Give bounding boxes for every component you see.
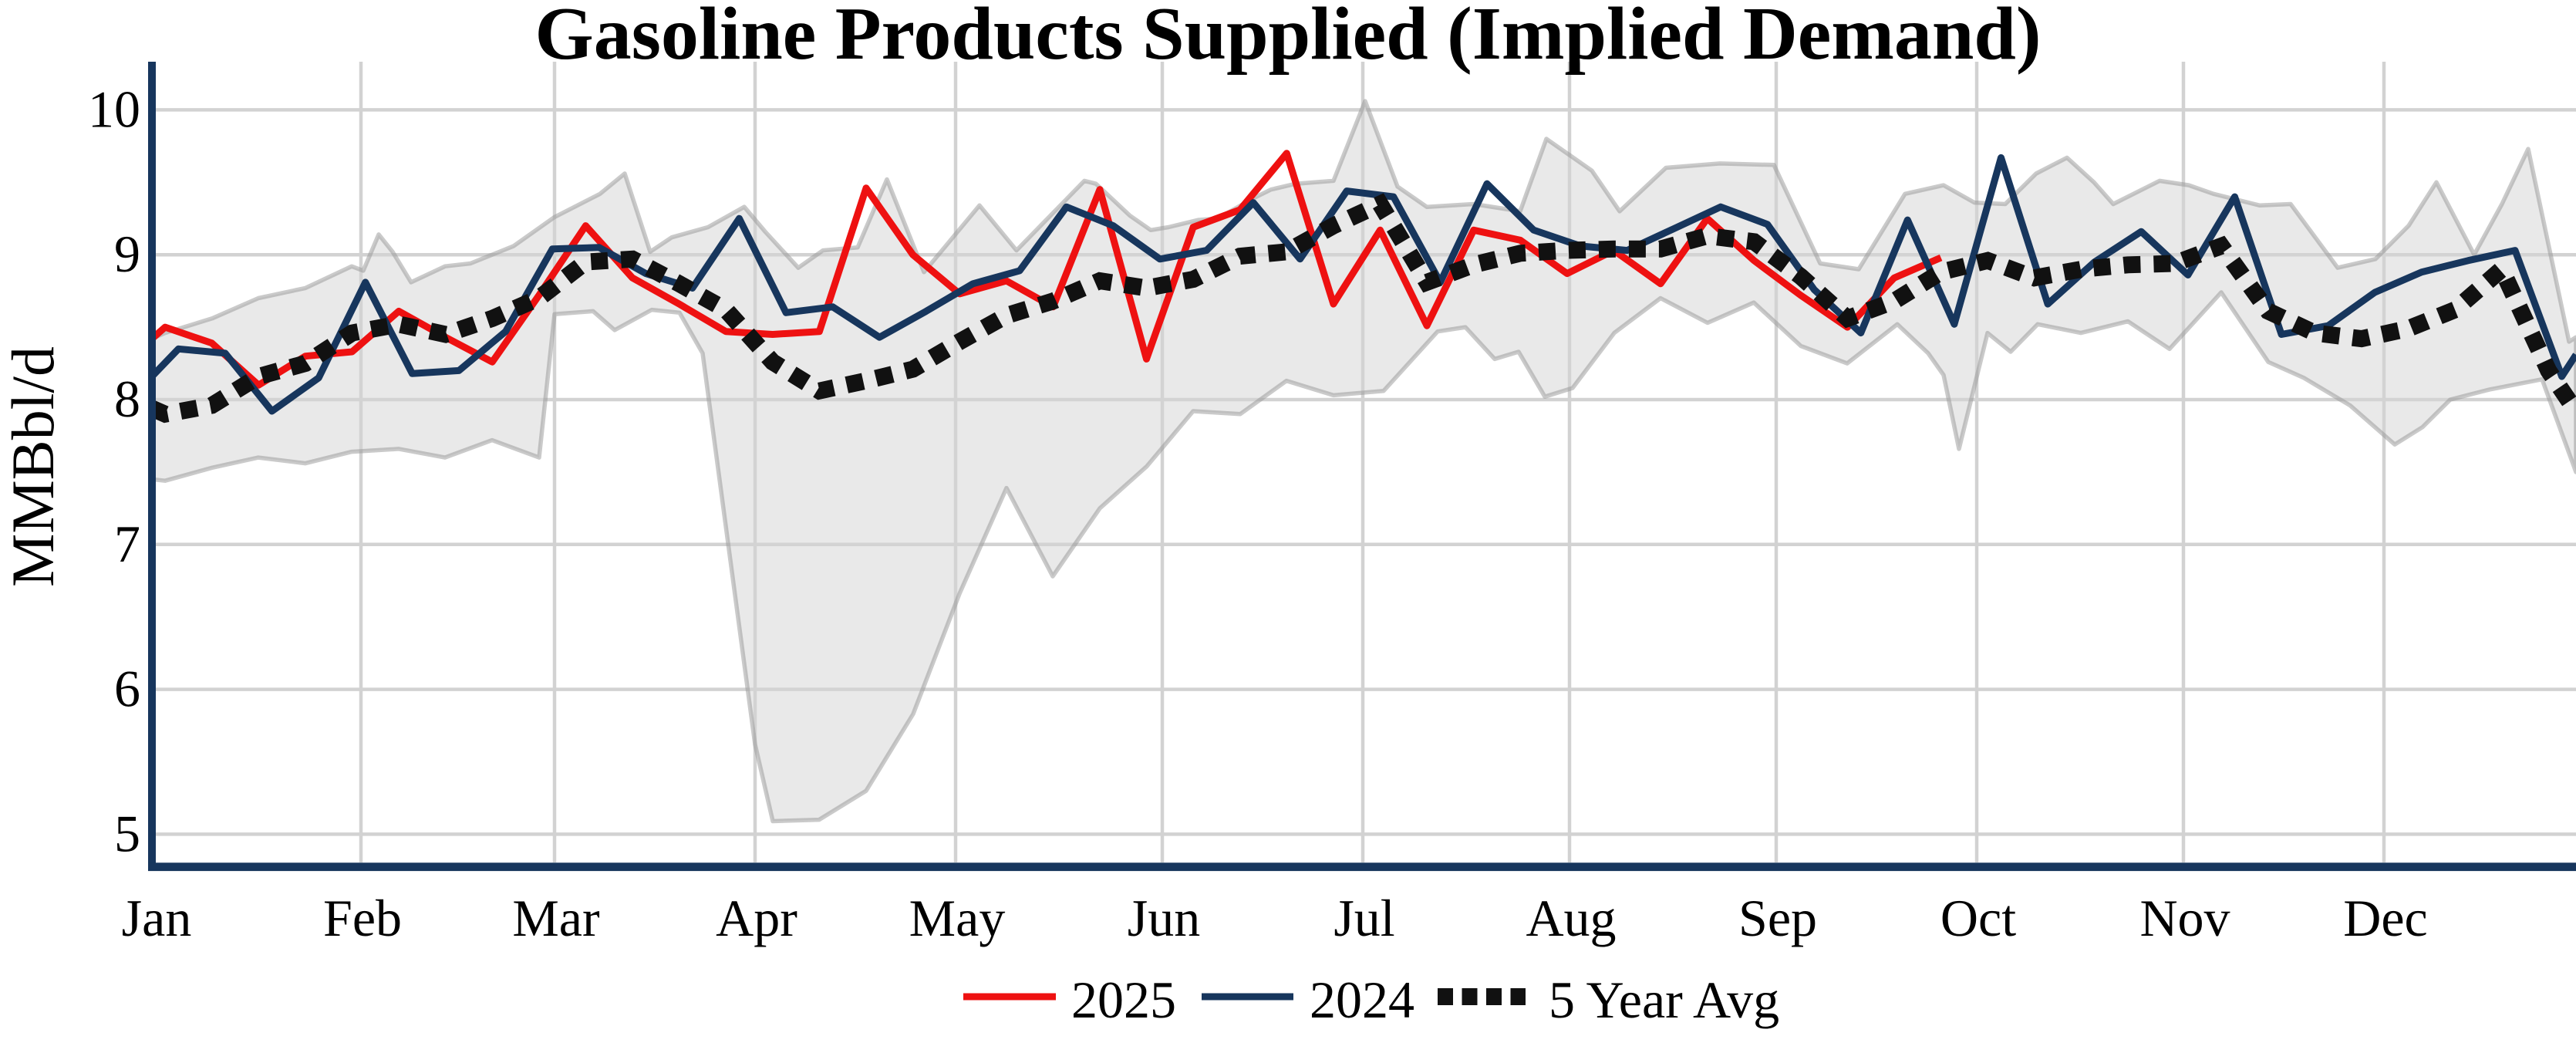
svg-text:Feb: Feb xyxy=(323,889,402,947)
svg-text:8: 8 xyxy=(114,370,140,428)
svg-text:Nov: Nov xyxy=(2139,889,2230,947)
svg-text:May: May xyxy=(909,889,1006,947)
svg-text:9: 9 xyxy=(114,224,140,283)
svg-text:Sep: Sep xyxy=(1738,889,1817,947)
svg-text:2025: 2025 xyxy=(1071,970,1176,1029)
svg-text:Jul: Jul xyxy=(1334,889,1394,947)
svg-text:Dec: Dec xyxy=(2343,889,2427,947)
svg-text:Aug: Aug xyxy=(1526,889,1616,947)
svg-text:2024: 2024 xyxy=(1310,970,1414,1029)
svg-text:Jan: Jan xyxy=(122,889,192,947)
svg-text:6: 6 xyxy=(114,660,140,718)
svg-text:7: 7 xyxy=(114,515,140,573)
svg-text:Gasoline Products Supplied (Im: Gasoline Products Supplied (Implied Dema… xyxy=(534,0,2041,76)
svg-text:5 Year Avg: 5 Year Avg xyxy=(1549,970,1779,1029)
svg-text:Jun: Jun xyxy=(1128,889,1200,947)
svg-text:Apr: Apr xyxy=(716,889,797,947)
svg-text:5: 5 xyxy=(114,804,140,862)
svg-text:Mar: Mar xyxy=(512,889,600,947)
svg-text:10: 10 xyxy=(88,79,140,138)
svg-text:Oct: Oct xyxy=(1940,889,2016,947)
svg-text:MMBbl/d: MMBbl/d xyxy=(0,346,66,587)
